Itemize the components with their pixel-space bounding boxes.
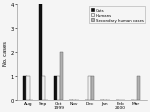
Y-axis label: No. cases: No. cases	[3, 40, 8, 65]
Legend: Cats, Humans, Secondary human cases: Cats, Humans, Secondary human cases	[89, 7, 145, 24]
Bar	[137, 76, 141, 100]
Bar	[39, 5, 42, 100]
Bar	[88, 76, 91, 100]
Bar	[26, 76, 30, 100]
Bar	[42, 76, 45, 100]
Bar	[57, 76, 60, 100]
Bar	[60, 53, 63, 100]
Bar	[91, 76, 94, 100]
Bar	[23, 76, 27, 100]
Bar	[54, 76, 57, 100]
